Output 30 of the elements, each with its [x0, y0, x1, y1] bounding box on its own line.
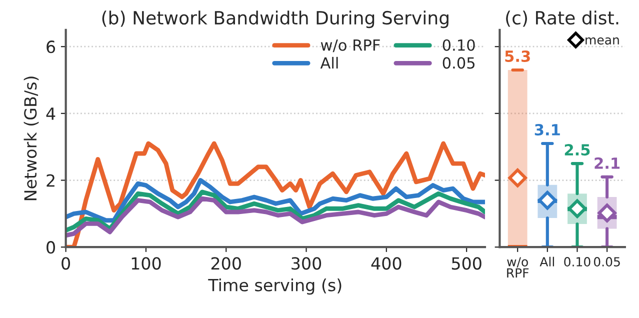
annotation: mean	[586, 37, 619, 45]
y-tick-label: 0	[46, 241, 55, 254]
y-axis-title: Network (GB/s)	[24, 76, 39, 200]
text: 5.3	[505, 50, 530, 62]
line-series	[66, 178, 485, 223]
legend-label: w/o RPF	[320, 40, 380, 52]
x-tick-label: 0.05	[594, 257, 620, 266]
x-tick-label: 0.10	[564, 257, 590, 266]
x-axis-title: Time serving (s)	[208, 278, 342, 295]
y-tick-label: 4	[46, 108, 56, 120]
x-tick-label: 500	[452, 257, 482, 270]
x-tick-label: 400	[371, 257, 402, 270]
x-tick-label: All	[540, 256, 554, 266]
line-series	[66, 190, 485, 233]
text: 3.1	[534, 124, 560, 136]
text: 2.1	[594, 157, 620, 169]
x-tick-label: 100	[132, 257, 161, 270]
chart-title: (b) Network Bandwidth During Serving	[102, 10, 448, 28]
y-tick-label: 6	[46, 40, 56, 54]
line-series	[66, 196, 485, 238]
y-tick-label: 2	[46, 174, 54, 187]
text: 2.5	[564, 144, 590, 156]
chart-title: (c) Rate dist.	[506, 10, 618, 27]
x-tick-label: 200	[211, 257, 241, 270]
legend-label: 0.05	[442, 57, 474, 69]
legend-label: 0.10	[442, 39, 475, 51]
x-tick-label: w/o RPF	[507, 257, 529, 278]
legend-label: All	[320, 56, 338, 69]
x-tick-label: 300	[292, 257, 322, 270]
x-tick-label: 0	[62, 257, 70, 270]
